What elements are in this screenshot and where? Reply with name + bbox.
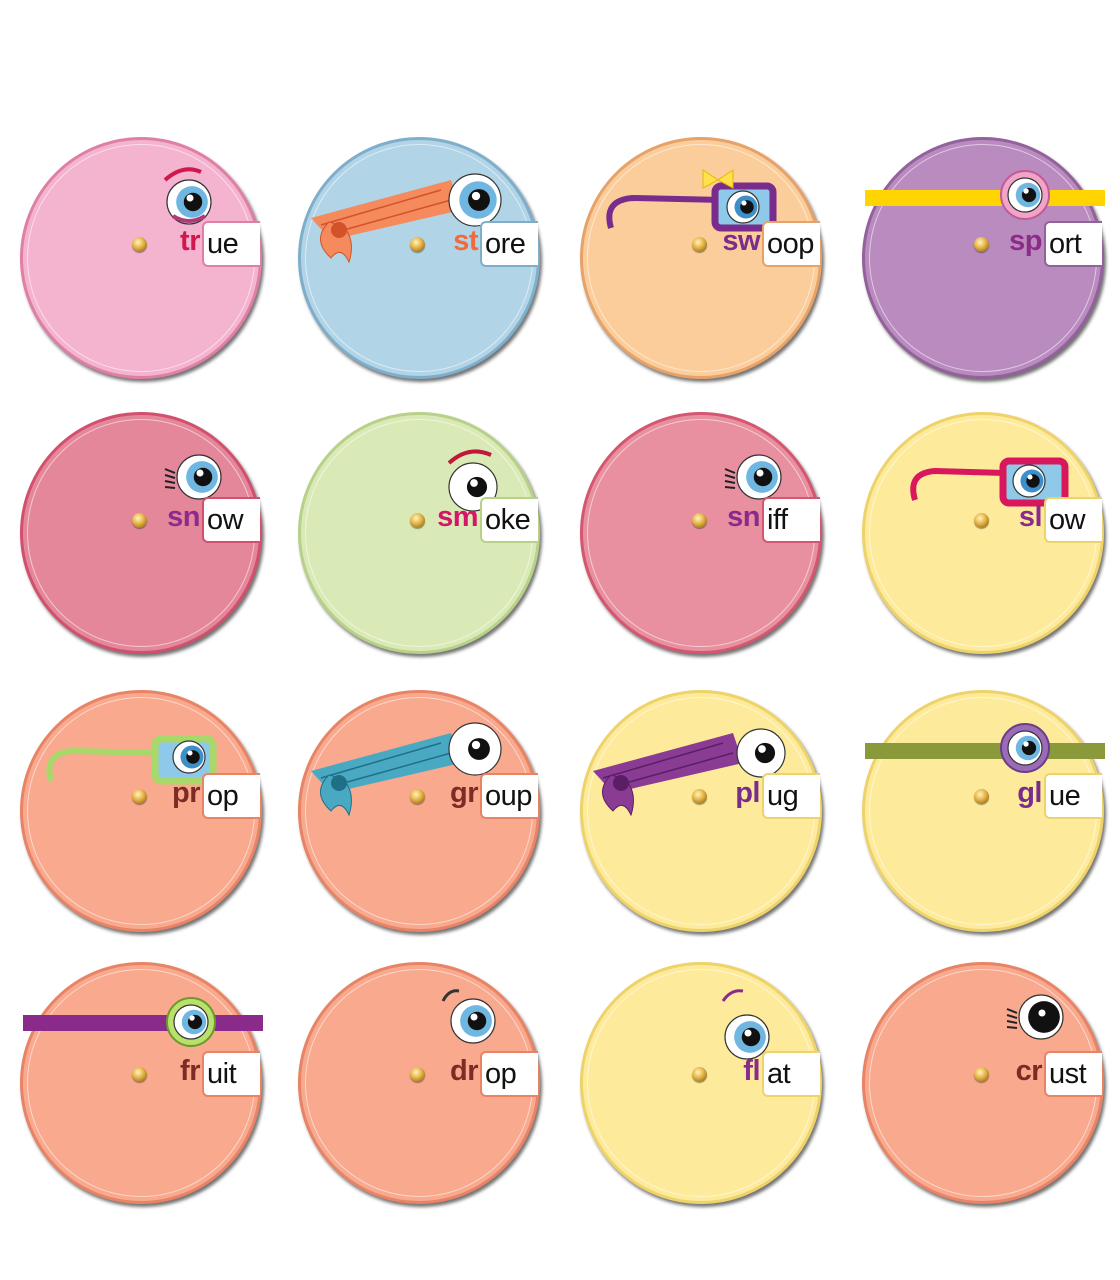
rime-window[interactable]: ore [480, 221, 538, 267]
brass-fastener-icon [132, 1067, 147, 1082]
blend-letters: sp [1009, 225, 1042, 257]
word-wheel-drop[interactable] [298, 962, 540, 1204]
blend-letters: sn [727, 501, 760, 533]
character-face-icon [441, 989, 496, 1044]
rime-window[interactable]: ow [202, 497, 260, 543]
character-face-icon [164, 454, 222, 500]
rime-letters: op [207, 779, 239, 812]
rime-letters: ue [207, 227, 239, 260]
brass-fastener-icon [410, 1067, 425, 1082]
blend-letters: fr [180, 1055, 200, 1087]
blend-letters: pr [172, 777, 201, 809]
rime-window[interactable]: uit [202, 1051, 260, 1097]
blend-letters: sw [722, 225, 760, 257]
brass-fastener-icon [410, 513, 425, 528]
brass-fastener-icon [132, 513, 147, 528]
brass-fastener-icon [132, 789, 147, 804]
rime-window[interactable]: iff [762, 497, 820, 543]
rime-letters: uit [207, 1057, 237, 1090]
rime-letters: at [767, 1057, 791, 1090]
rime-letters: op [485, 1057, 517, 1090]
rime-window[interactable]: oke [480, 497, 538, 543]
brass-fastener-icon [132, 237, 147, 252]
blend-letters: sn [167, 501, 200, 533]
character-face-icon [163, 167, 212, 225]
character-face-icon [311, 173, 502, 264]
blend-letters: dr [450, 1055, 479, 1087]
rime-window[interactable]: oop [762, 221, 820, 267]
character-face-icon [23, 997, 263, 1047]
blend-letters: sl [1018, 501, 1043, 533]
rime-window[interactable]: ow [1044, 497, 1102, 543]
blend-letters: cr [1015, 1055, 1043, 1087]
character-face-icon [721, 989, 770, 1060]
rime-letters: ow [1049, 503, 1086, 536]
rime-letters: ow [207, 503, 244, 536]
brass-fastener-icon [974, 1067, 989, 1082]
character-face-icon [724, 454, 782, 500]
blend-letters: tr [180, 225, 200, 257]
brass-fastener-icon [692, 237, 707, 252]
brass-fastener-icon [974, 789, 989, 804]
character-face-icon [865, 170, 1105, 220]
brass-fastener-icon [692, 513, 707, 528]
rime-letters: ust [1049, 1057, 1087, 1090]
rime-window[interactable]: oup [480, 773, 538, 819]
blend-letters: pl [735, 777, 760, 809]
rime-letters: oup [485, 779, 532, 812]
brass-fastener-icon [410, 789, 425, 804]
rime-window[interactable]: op [202, 773, 260, 819]
blend-letters: st [453, 225, 478, 257]
rime-letters: ore [485, 227, 526, 260]
character-face-icon [606, 169, 777, 232]
character-face-icon [311, 722, 502, 817]
rime-letters: ue [1049, 779, 1081, 812]
rime-window[interactable]: ust [1044, 1051, 1102, 1097]
character-face-icon [1006, 994, 1064, 1040]
rime-window[interactable]: op [480, 1051, 538, 1097]
rime-letters: iff [767, 503, 788, 536]
blend-letters: fl [743, 1055, 760, 1087]
rime-window[interactable]: ug [762, 773, 820, 819]
character-face-icon [910, 457, 1069, 507]
brass-fastener-icon [974, 513, 989, 528]
blend-letters: gl [1017, 777, 1042, 809]
rime-letters: oop [767, 227, 814, 260]
brass-fastener-icon [410, 237, 425, 252]
character-face-icon [593, 728, 786, 817]
rime-letters: oke [485, 503, 531, 536]
rime-window[interactable]: ue [202, 221, 260, 267]
brass-fastener-icon [692, 789, 707, 804]
rime-window[interactable]: at [762, 1051, 820, 1097]
rime-letters: ug [767, 779, 799, 812]
rime-window[interactable]: ue [1044, 773, 1102, 819]
brass-fastener-icon [692, 1067, 707, 1082]
rime-letters: ort [1049, 227, 1082, 260]
brass-fastener-icon [974, 237, 989, 252]
character-face-icon [865, 723, 1105, 773]
word-wheel-fruit[interactable] [20, 962, 263, 1204]
rime-window[interactable]: ort [1044, 221, 1102, 267]
blend-letters: gr [450, 777, 479, 809]
blend-letters: sm [437, 501, 478, 533]
character-face-icon [46, 735, 217, 785]
